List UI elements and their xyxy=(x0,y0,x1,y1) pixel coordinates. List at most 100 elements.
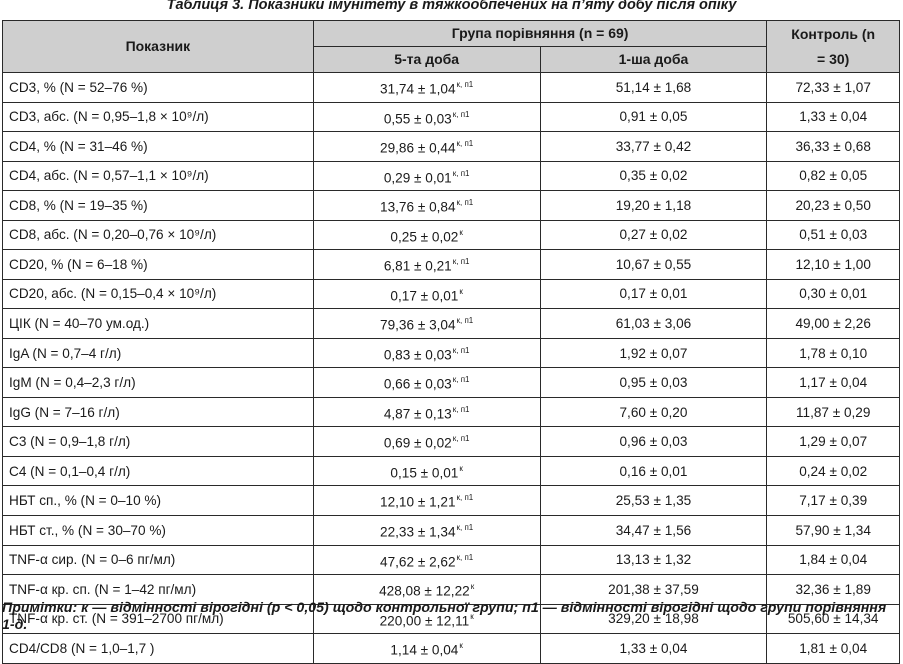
table-row: CD3, абс. (N = 0,95–1,8 × 10⁹/л) 0,55 ± 0… xyxy=(2,101,900,133)
cell-indicator: С3 (N = 0,9–1,8 г/л) xyxy=(2,426,314,457)
table-row: CD4, % (N = 31–46 %) 29,86 ± 0,44к, п1 33,… xyxy=(2,131,900,162)
cell-day5: 428,08 ± 12,22к xyxy=(312,574,541,605)
significance-mark: к, п1 xyxy=(456,316,474,326)
significance-mark: к, п1 xyxy=(456,522,474,532)
significance-mark: к, п1 xyxy=(456,493,474,503)
cell-control: 0,51 ± 0,03 xyxy=(766,219,900,251)
cell-indicator: CD20, абс. (N = 0,15–0,4 × 10⁹/л) xyxy=(2,278,314,310)
cell-indicator: CD4/CD8 (N = 1,0–1,7 ) xyxy=(2,633,314,664)
cell-day5: 220,00 ± 12,11к xyxy=(312,603,541,635)
cell-day1: 1,33 ± 0,04 xyxy=(539,633,768,664)
table-row: ЦІК (N = 40–70 ум.од.) 79,36 ± 3,04к, п1 6… xyxy=(2,308,900,339)
significance-mark: к, п1 xyxy=(452,109,470,119)
cell-day5-value: 220,00 ± 12,11 xyxy=(379,613,470,629)
cell-control: 505,60 ± 14,34 xyxy=(766,603,900,635)
cell-day1: 0,27 ± 0,02 xyxy=(539,219,768,251)
cell-day1: 51,14 ± 1,68 xyxy=(539,72,768,103)
table-row: НБТ сп., % (N = 0–10 %) 12,10 ± 1,21к, п1… xyxy=(2,485,900,516)
cell-day1: 19,20 ± 1,18 xyxy=(539,190,768,221)
cell-indicator: CD20, % (N = 6–18 %) xyxy=(2,249,314,280)
table-row: IgA (N = 0,7–4 г/л) 0,83 ± 0,03к, п1 1,92 … xyxy=(2,337,900,369)
cell-day5: 0,15 ± 0,01к xyxy=(312,455,541,487)
cell-control: 72,33 ± 1,07 xyxy=(766,72,900,103)
table-row: CD4, абс. (N = 0,57–1,1 × 10⁹/л) 0,29 ± 0… xyxy=(2,160,900,192)
cell-indicator: TNF-α сир. (N = 0–6 пг/мл) xyxy=(2,544,314,576)
cell-day5-value: 4,87 ± 0,13 xyxy=(383,406,452,422)
table-row: TNF-α кр. сп. (N = 1–42 пг/мл) 428,08 ± 1… xyxy=(2,574,900,605)
cell-indicator: CD3, абс. (N = 0,95–1,8 × 10⁹/л) xyxy=(2,101,314,133)
header-control-label: Контроль (n = 30) xyxy=(791,25,876,67)
cell-day5: 31,74 ± 1,04к, п1 xyxy=(312,72,541,103)
table-body: CD3, % (N = 52–76 %) 31,74 ± 1,04к, п1 51,… xyxy=(2,72,900,664)
cell-day5-value: 22,33 ± 1,34 xyxy=(380,524,456,540)
cell-indicator: TNF-α кр. ст. (N = 391–2700 пг/мл) xyxy=(2,603,314,635)
cell-day5: 0,66 ± 0,03к, п1 xyxy=(312,367,541,398)
cell-day5: 4,87 ± 0,13к, п1 xyxy=(312,396,541,428)
cell-day5: 47,62 ± 2,62к, п1 xyxy=(312,544,541,576)
cell-control: 36,33 ± 0,68 xyxy=(766,131,900,162)
table-row: С4 (N = 0,1–0,4 г/л) 0,15 ± 0,01к 0,16 ± 0… xyxy=(2,455,900,487)
cell-day5-value: 13,76 ± 0,84 xyxy=(380,199,456,215)
table-row: CD20, абс. (N = 0,15–0,4 × 10⁹/л) 0,17 ± … xyxy=(2,278,900,310)
cell-day1: 0,16 ± 0,01 xyxy=(539,455,768,487)
cell-day5-value: 0,17 ± 0,01 xyxy=(390,288,459,304)
table-header: Показник Група порівняння (n = 69) Контр… xyxy=(2,20,900,73)
table-row: CD8, % (N = 19–35 %) 13,76 ± 0,84к, п1 19,… xyxy=(2,190,900,221)
cell-control: 7,17 ± 0,39 xyxy=(766,485,900,516)
header-indicator: Показник xyxy=(2,20,314,73)
cell-control: 0,82 ± 0,05 xyxy=(766,160,900,192)
significance-mark: к, п1 xyxy=(452,434,470,444)
cell-indicator: CD4, абс. (N = 0,57–1,1 × 10⁹/л) xyxy=(2,160,314,192)
cell-indicator: НБТ ст., % (N = 30–70 %) xyxy=(2,514,314,546)
cell-indicator: IgG (N = 7–16 г/л) xyxy=(2,396,314,428)
cell-indicator: ЦІК (N = 40–70 ум.од.) xyxy=(2,308,314,339)
significance-mark: к, п1 xyxy=(452,168,470,178)
significance-mark: к, п1 xyxy=(452,345,470,355)
cell-control: 32,36 ± 1,89 xyxy=(766,574,900,605)
significance-mark: к xyxy=(459,227,463,237)
cell-day1: 201,38 ± 37,59 xyxy=(539,574,768,605)
cell-day5-value: 1,14 ± 0,04 xyxy=(390,642,459,658)
cell-day5-value: 428,08 ± 12,22 xyxy=(379,583,470,599)
cell-day5: 0,25 ± 0,02к xyxy=(312,219,541,251)
cell-control: 12,10 ± 1,00 xyxy=(766,249,900,280)
cell-day1: 0,91 ± 0,05 xyxy=(539,101,768,133)
cell-control: 57,90 ± 1,34 xyxy=(766,514,900,546)
significance-mark: к xyxy=(459,641,463,651)
cell-day5: 12,10 ± 1,21к, п1 xyxy=(312,485,541,516)
cell-day1: 10,67 ± 0,55 xyxy=(539,249,768,280)
table-row: CD8, абс. (N = 0,20–0,76 × 10⁹/л) 0,25 ± … xyxy=(2,219,900,251)
cell-control: 0,24 ± 0,02 xyxy=(766,455,900,487)
cell-day1: 34,47 ± 1,56 xyxy=(539,514,768,546)
cell-day5: 0,29 ± 0,01к, п1 xyxy=(312,160,541,192)
cell-day5: 22,33 ± 1,34к, п1 xyxy=(312,514,541,546)
significance-mark: к, п1 xyxy=(452,404,470,414)
cell-day1: 13,13 ± 1,32 xyxy=(539,544,768,576)
cell-indicator: IgA (N = 0,7–4 г/л) xyxy=(2,337,314,369)
table-row: IgG (N = 7–16 г/л) 4,87 ± 0,13к, п1 7,60 ±… xyxy=(2,396,900,428)
table-row: CD20, % (N = 6–18 %) 6,81 ± 0,21к, п1 10,6… xyxy=(2,249,900,280)
cell-day5-value: 0,15 ± 0,01 xyxy=(390,465,459,481)
cell-day5: 0,83 ± 0,03к, п1 xyxy=(312,337,541,369)
table-title: Таблиця 3. Показники імунітету в тяжкооб… xyxy=(166,0,737,13)
cell-day1: 7,60 ± 0,20 xyxy=(539,396,768,428)
cell-day5: 0,55 ± 0,03к, п1 xyxy=(312,101,541,133)
cell-day5: 29,86 ± 0,44к, п1 xyxy=(312,131,541,162)
significance-mark: к xyxy=(459,286,463,296)
cell-control: 11,87 ± 0,29 xyxy=(766,396,900,428)
cell-day1: 1,92 ± 0,07 xyxy=(539,337,768,369)
significance-mark: к, п1 xyxy=(456,80,474,89)
cell-indicator: CD3, % (N = 52–76 %) xyxy=(2,72,314,103)
cell-indicator: CD8, % (N = 19–35 %) xyxy=(2,190,314,221)
cell-day5-value: 12,10 ± 1,21 xyxy=(380,494,456,510)
cell-control: 1,78 ± 0,10 xyxy=(766,337,900,369)
significance-mark: к, п1 xyxy=(456,198,474,208)
cell-control: 1,29 ± 0,07 xyxy=(766,426,900,457)
table-footnote: Примітки: к — відмінності вірогідні (р <… xyxy=(2,600,887,633)
table-row: TNF-α сир. (N = 0–6 пг/мл) 47,62 ± 2,62к,… xyxy=(2,544,900,576)
cell-day5-value: 47,62 ± 2,62 xyxy=(380,554,456,570)
cell-day5-value: 0,29 ± 0,01 xyxy=(383,170,452,186)
cell-control: 49,00 ± 2,26 xyxy=(766,308,900,339)
cell-indicator: TNF-α кр. сп. (N = 1–42 пг/мл) xyxy=(2,574,314,605)
